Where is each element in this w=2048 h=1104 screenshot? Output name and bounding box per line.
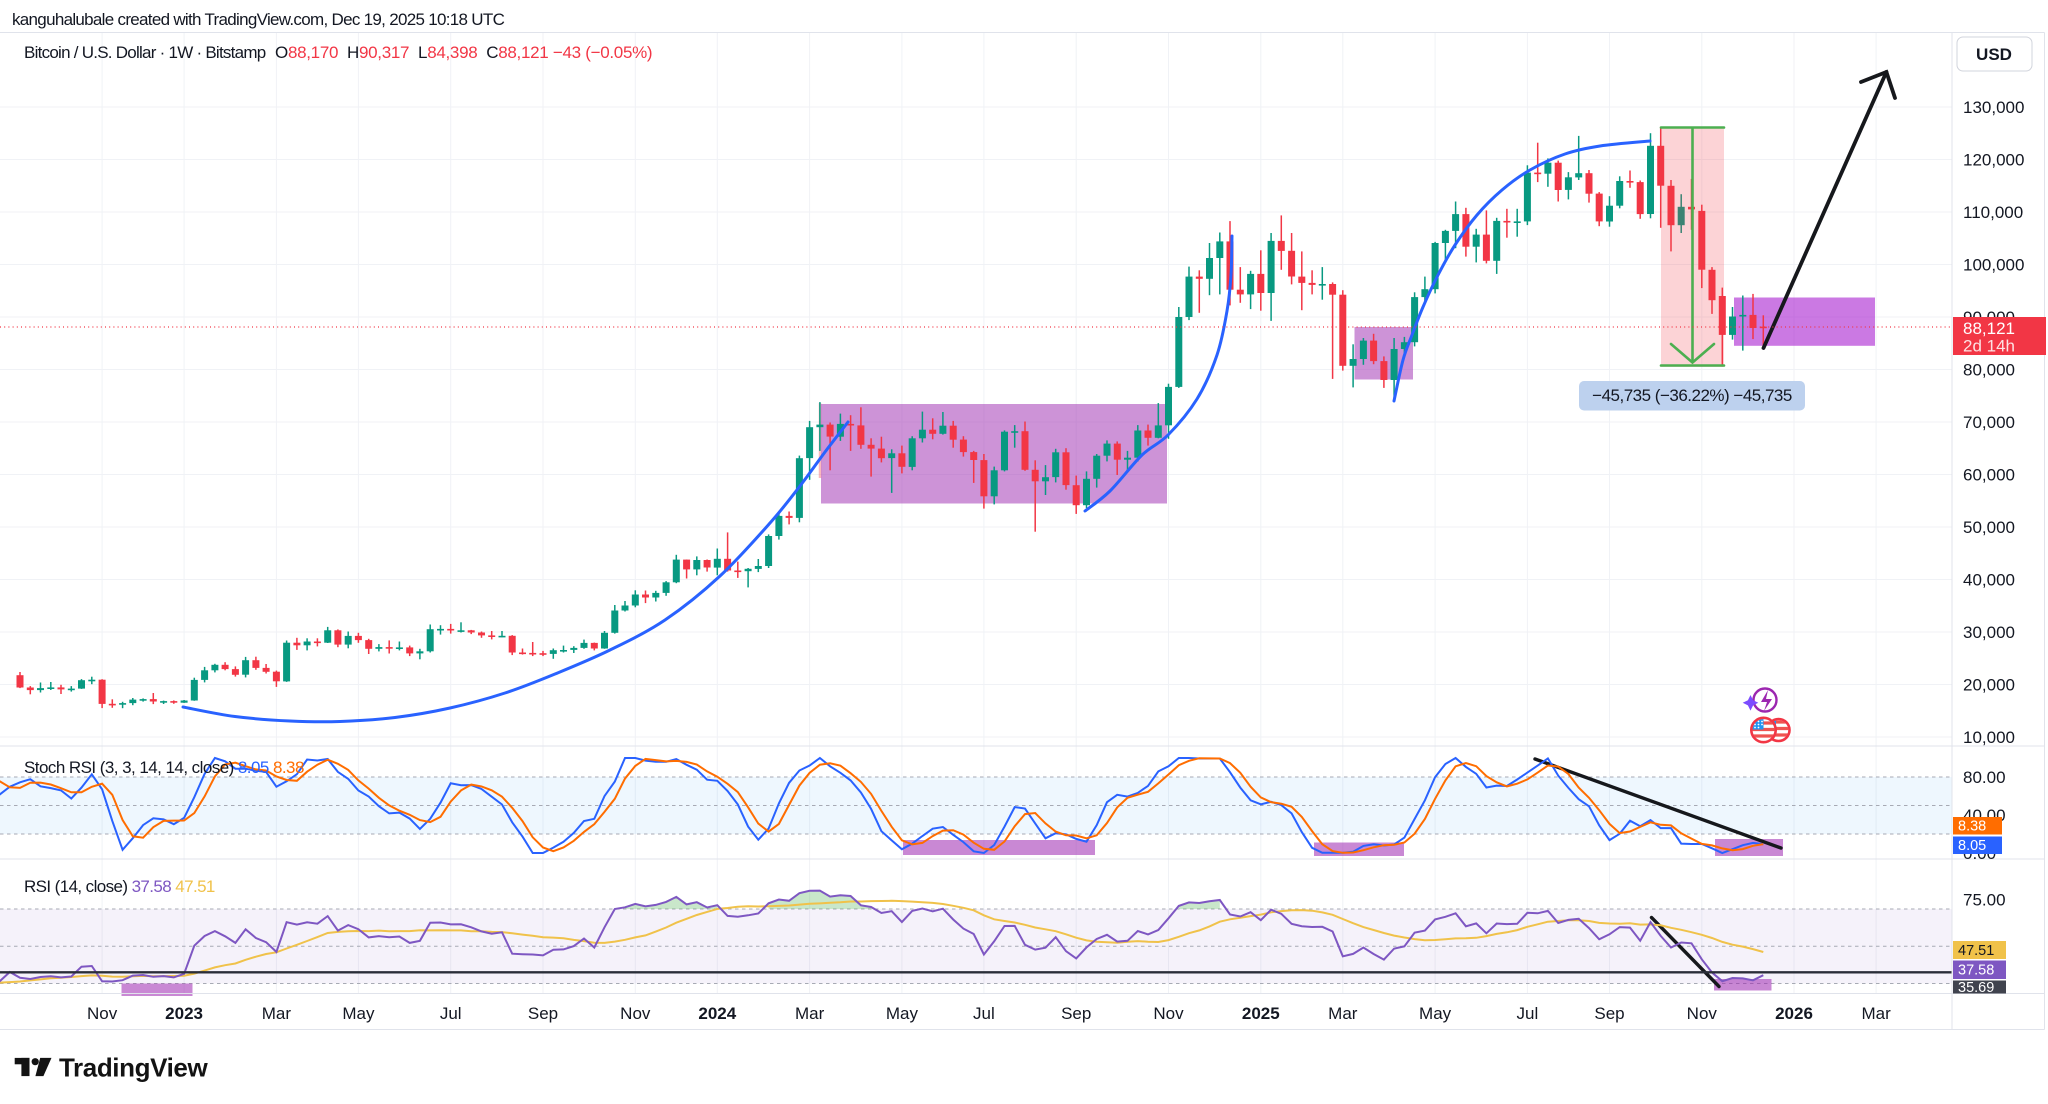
svg-text:8.38: 8.38 [1958,819,1986,835]
svg-text:Jul: Jul [440,1004,462,1023]
svg-text:75.00: 75.00 [1963,891,2006,910]
svg-text:35.69: 35.69 [1958,980,1994,996]
svg-text:30,000: 30,000 [1963,623,2015,642]
svg-text:RSI (14, close) 37.58 47.51: RSI (14, close) 37.58 47.51 [24,877,215,896]
svg-text:2023: 2023 [165,1004,203,1023]
svg-text:80,000: 80,000 [1963,361,2015,380]
svg-text:2d 14h: 2d 14h [1963,337,2015,356]
svg-text:Mar: Mar [1861,1004,1891,1023]
svg-text:Mar: Mar [795,1004,825,1023]
svg-text:8.05: 8.05 [1958,838,1986,854]
svg-text:May: May [342,1004,375,1023]
svg-text:Stoch RSI (3, 3, 14, 14, close: Stoch RSI (3, 3, 14, 14, close) 8.05 8.3… [24,758,304,777]
svg-text:Nov: Nov [87,1004,118,1023]
svg-text:May: May [1419,1004,1452,1023]
svg-text:10,000: 10,000 [1963,728,2015,747]
svg-text:Jul: Jul [1517,1004,1539,1023]
svg-text:Nov: Nov [620,1004,651,1023]
svg-text:130,000: 130,000 [1963,98,2024,117]
svg-text:110,000: 110,000 [1963,203,2023,222]
svg-text:40,000: 40,000 [1963,571,2015,590]
svg-text:2026: 2026 [1775,1004,1813,1023]
svg-text:120,000: 120,000 [1963,151,2024,170]
svg-text:Bitcoin / U.S. Dollar · 1W · B: Bitcoin / U.S. Dollar · 1W · Bitstamp [24,43,266,62]
svg-text:2025: 2025 [1242,1004,1280,1023]
svg-text:50,000: 50,000 [1963,518,2015,537]
svg-text:USD: USD [1976,45,2012,64]
svg-text:2024: 2024 [698,1004,736,1023]
svg-text:Mar: Mar [1328,1004,1358,1023]
svg-text:37.58: 37.58 [1958,963,1994,979]
svg-text:May: May [886,1004,919,1023]
svg-text:Nov: Nov [1153,1004,1184,1023]
svg-text:Mar: Mar [262,1004,292,1023]
svg-text:Jul: Jul [973,1004,995,1023]
svg-text:Sep: Sep [528,1004,558,1023]
svg-text:47.51: 47.51 [1958,943,1994,959]
svg-text:Sep: Sep [1594,1004,1624,1023]
svg-text:Sep: Sep [1061,1004,1091,1023]
svg-text:O88,170 H90,317 L84,398 C88: O88,170 H90,317 L84,398 C88,121 −43 (−0.… [275,43,652,62]
svg-text:70,000: 70,000 [1963,413,2015,432]
svg-text:TradingView: TradingView [59,1053,208,1083]
svg-text:kanguhalubale created with Tra: kanguhalubale created with TradingView.c… [12,10,505,29]
svg-text:Nov: Nov [1687,1004,1718,1023]
svg-text:60,000: 60,000 [1963,466,2015,485]
svg-text:20,000: 20,000 [1963,676,2015,695]
svg-text:88,121: 88,121 [1963,319,2015,338]
svg-text:100,000: 100,000 [1963,256,2024,275]
svg-text:80.00: 80.00 [1963,768,2006,787]
svg-text:−45,735 (−36.22%) −45,735: −45,735 (−36.22%) −45,735 [1592,386,1792,405]
